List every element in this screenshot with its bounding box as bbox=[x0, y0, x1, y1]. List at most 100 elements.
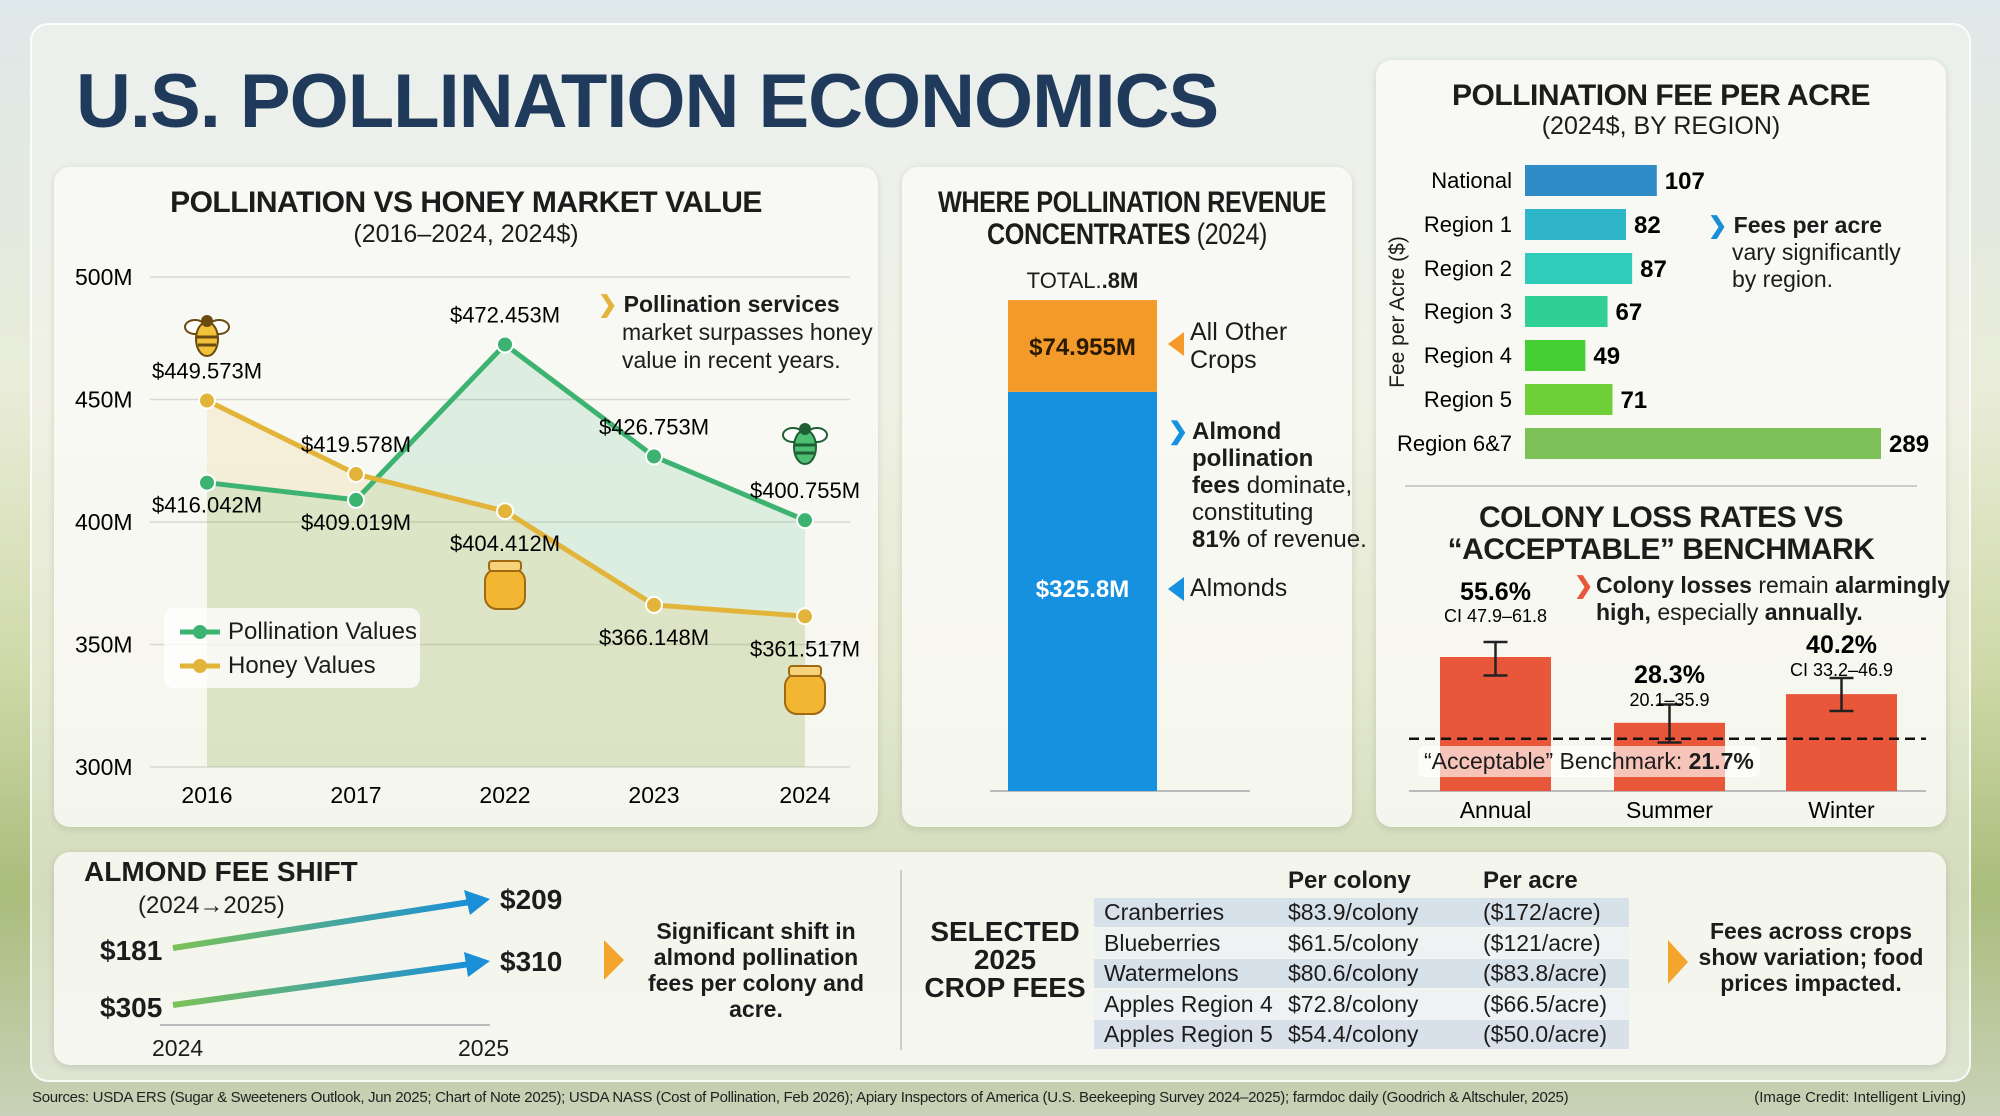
region-value: 67 bbox=[1616, 299, 1643, 326]
value-label: 28.3% bbox=[1634, 661, 1705, 689]
region-value: 82 bbox=[1634, 212, 1661, 239]
revenue-annotation: ❯ Almond pollination fees dominate, const… bbox=[1168, 418, 1367, 553]
per-acre-arrow bbox=[172, 961, 471, 1008]
value-label: 55.6% bbox=[1460, 578, 1531, 606]
pointer-icon bbox=[1168, 577, 1184, 601]
sources: Sources: USDA ERS (Sugar & Sweeteners Ou… bbox=[32, 1090, 1569, 1106]
data-point bbox=[198, 391, 216, 410]
per-colony-2024: $181 bbox=[100, 935, 163, 966]
almond-shift-subtitle: (2024→2025) bbox=[138, 892, 285, 919]
y-tick-label: 400M bbox=[75, 509, 133, 535]
region-fee-title: POLLINATION FEE PER ACRE bbox=[1451, 79, 1871, 112]
table-row bbox=[1094, 928, 1629, 958]
ci-label: 20.1–35.9 bbox=[1629, 690, 1709, 710]
data-point bbox=[347, 465, 365, 484]
per-colony-2025: $209 bbox=[500, 884, 563, 915]
region-annotation: ❯ Fees per acre vary significantly by re… bbox=[1708, 212, 1901, 292]
error-bar bbox=[1483, 640, 1508, 677]
year-2024: 2024 bbox=[152, 1035, 204, 1061]
region-bar bbox=[1525, 165, 1657, 196]
bar-segment-other-crops bbox=[1008, 300, 1157, 392]
bee-icon bbox=[782, 423, 828, 465]
region-label: Region 4 bbox=[1424, 343, 1512, 368]
line-chart-annotation: ❯ Pollination services market surpasses … bbox=[598, 291, 873, 373]
colony-annotation: ❯ Colony losses remain alarmingly high, … bbox=[1574, 572, 1951, 625]
data-label: $366.148M bbox=[599, 625, 709, 650]
per-colony-arrow bbox=[172, 899, 471, 951]
pointer-icon bbox=[1168, 332, 1184, 356]
x-tick-label: 2023 bbox=[628, 782, 679, 808]
crop-fees-title: SELECTED 2025 CROP FEES bbox=[924, 916, 1086, 1003]
region-label: Region 6&7 bbox=[1397, 431, 1512, 456]
chevron-icon: ❯ bbox=[1168, 418, 1189, 445]
legend-item-pollination: Pollination Values bbox=[178, 618, 417, 646]
almonds-label: Almonds bbox=[1190, 574, 1288, 602]
table-cell: $83.9/colony bbox=[1288, 899, 1419, 925]
region-value: 289 bbox=[1889, 431, 1929, 458]
region-value: 107 bbox=[1665, 168, 1705, 195]
data-label: $416.042M bbox=[152, 493, 262, 518]
region-value: 71 bbox=[1620, 387, 1647, 414]
year-2025: 2025 bbox=[458, 1035, 510, 1061]
x-tick-label: Winter bbox=[1808, 797, 1875, 823]
region-bar bbox=[1525, 209, 1627, 240]
other-crops-label: All Other Crops bbox=[1190, 318, 1288, 374]
y-tick-label: 450M bbox=[75, 387, 133, 413]
per-acre-2024: $305 bbox=[100, 992, 163, 1023]
almond-shift-title: ALMOND FEE SHIFT bbox=[84, 856, 358, 887]
x-tick-label: 2017 bbox=[330, 782, 381, 808]
table-cell: Apples Region 5 bbox=[1104, 1021, 1273, 1047]
legend-item-honey: Honey Values bbox=[178, 652, 376, 680]
chevron-icon: ❯ bbox=[598, 291, 618, 317]
x-tick-label: Annual bbox=[1460, 797, 1532, 823]
table-cell: Blueberries bbox=[1104, 929, 1221, 956]
table-row bbox=[1094, 959, 1629, 988]
table-cell: ($83.8/acre) bbox=[1483, 960, 1608, 986]
region-label: National bbox=[1431, 168, 1512, 193]
table-cell: Cranberries bbox=[1104, 899, 1225, 925]
crop-fees-note: Fees across crops show variation; food p… bbox=[1698, 918, 1924, 996]
data-label: $426.753M bbox=[599, 414, 709, 439]
data-label: $449.573M bbox=[152, 359, 262, 384]
data-point bbox=[645, 447, 663, 466]
revenue-title: WHERE POLLINATION REVENUE CONCENTRATES (… bbox=[938, 186, 1327, 251]
arrow-icon bbox=[1668, 940, 1688, 984]
error-bar bbox=[1657, 703, 1682, 744]
data-label: $404.412M bbox=[450, 531, 560, 556]
y-tick-label: 500M bbox=[75, 264, 133, 290]
region-bar bbox=[1525, 428, 1881, 459]
data-label: $419.578M bbox=[301, 432, 411, 457]
table-cell: ($121/acre) bbox=[1483, 929, 1601, 956]
segment-label: $325.8M bbox=[1036, 576, 1129, 603]
data-label: $361.517M bbox=[750, 636, 860, 661]
x-tick-label: 2024 bbox=[779, 782, 830, 808]
bee-icon bbox=[184, 315, 230, 357]
almond-shift-note: Significant shift in almond pollination … bbox=[647, 918, 864, 1022]
table-cell: $61.5/colony bbox=[1288, 929, 1419, 956]
region-value: 49 bbox=[1593, 343, 1620, 370]
table-cell: $54.4/colony bbox=[1288, 1021, 1419, 1047]
table-cell: Apples Region 4 bbox=[1104, 990, 1273, 1017]
arrow-head-icon bbox=[464, 952, 490, 977]
header-per-acre: Per acre bbox=[1483, 867, 1578, 894]
image-credit: (Image Credit: Intelligent Living) bbox=[1754, 1089, 1966, 1106]
table-cell: ($172/acre) bbox=[1483, 899, 1601, 925]
region-bar bbox=[1525, 296, 1608, 327]
region-label: Region 1 bbox=[1424, 212, 1512, 237]
total-label: TOTAL..8M bbox=[1026, 268, 1139, 293]
honey-jar-icon bbox=[784, 665, 826, 715]
region-label: Region 3 bbox=[1424, 299, 1512, 324]
data-point bbox=[796, 511, 814, 530]
ci-label: CI 33.2–46.9 bbox=[1790, 660, 1893, 680]
ci-label: CI 47.9–61.8 bbox=[1444, 606, 1547, 626]
data-point bbox=[198, 473, 216, 492]
region-bar bbox=[1525, 253, 1633, 284]
per-acre-2025: $310 bbox=[500, 946, 563, 977]
y-tick-label: 300M bbox=[75, 754, 133, 780]
benchmark-label: “Acceptable” Benchmark: 21.7% bbox=[1418, 746, 1760, 777]
data-label: $400.755M bbox=[750, 478, 860, 503]
colony-loss-title: COLONY LOSS RATES VS “ACCEPTABLE” BENCHMA… bbox=[1447, 501, 1875, 566]
divider bbox=[1405, 485, 1917, 487]
region-fee-subtitle: (2024$, BY REGION) bbox=[1541, 112, 1781, 140]
